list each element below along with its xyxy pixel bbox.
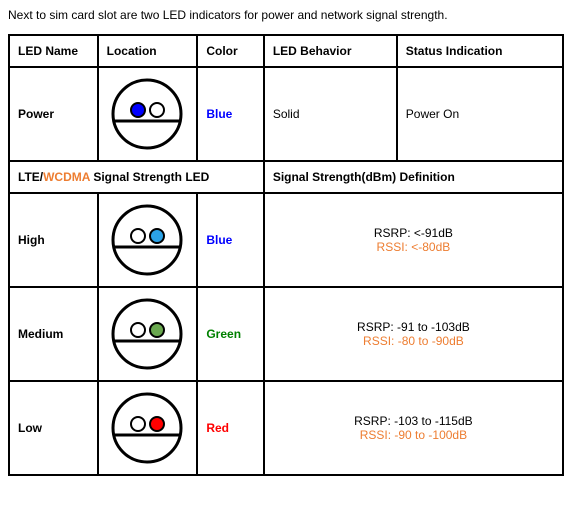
signal-location: [98, 193, 198, 287]
signal-name: Medium: [9, 287, 98, 381]
lte-text: LTE/: [18, 170, 43, 184]
led-icon: [109, 76, 185, 152]
rsrp-text: RSRP: -91 to -103dB: [273, 320, 554, 334]
rsrp-text: RSRP: <-91dB: [273, 226, 554, 240]
signal-color: Green: [197, 287, 263, 381]
power-status: Power On: [397, 67, 563, 161]
signal-location: [98, 381, 198, 475]
signal-color-text: Blue: [206, 233, 232, 247]
power-location: [98, 67, 198, 161]
section-rest: Signal Strength LED: [90, 170, 209, 184]
power-behavior: Solid: [264, 67, 397, 161]
signal-name: Low: [9, 381, 98, 475]
signal-color: Blue: [197, 193, 263, 287]
signal-name: High: [9, 193, 98, 287]
signal-definition: RSRP: -91 to -103dBRSSI: -80 to -90dB: [264, 287, 563, 381]
led-icon: [109, 390, 185, 466]
led-icon: [109, 296, 185, 372]
section-row: LTE/WCDMA Signal Strength LED Signal Str…: [9, 161, 563, 193]
signal-row: High Blue RSRP: <-91dBRSSI: <-80dB: [9, 193, 563, 287]
th-color: Color: [197, 35, 263, 67]
signal-color-text: Green: [206, 327, 241, 341]
th-led-name: LED Name: [9, 35, 98, 67]
signal-definition: RSRP: <-91dBRSSI: <-80dB: [264, 193, 563, 287]
rssi-text: RSSI: -90 to -100dB: [273, 428, 554, 442]
led-icon: [109, 202, 185, 278]
th-led-behavior: LED Behavior: [264, 35, 397, 67]
rssi-text: RSSI: <-80dB: [273, 240, 554, 254]
power-row: Power Blue Solid Power On: [9, 67, 563, 161]
power-name: Power: [9, 67, 98, 161]
signal-color: Red: [197, 381, 263, 475]
rssi-text: RSSI: -80 to -90dB: [273, 334, 554, 348]
signal-definition: RSRP: -103 to -115dBRSSI: -90 to -100dB: [264, 381, 563, 475]
table-header-row: LED Name Location Color LED Behavior Sta…: [9, 35, 563, 67]
signal-row: Low Red RSRP: -103 to -115dBRSSI: -90 to …: [9, 381, 563, 475]
intro-text: Next to sim card slot are two LED indica…: [8, 8, 564, 22]
wcdma-text: WCDMA: [43, 170, 90, 184]
rsrp-text: RSRP: -103 to -115dB: [273, 414, 554, 428]
section-right: Signal Strength(dBm) Definition: [264, 161, 563, 193]
power-color: Blue: [197, 67, 263, 161]
signal-color-text: Red: [206, 421, 229, 435]
signal-row: Medium Green RSRP: -91 to -103dBRSSI: -80…: [9, 287, 563, 381]
signal-location: [98, 287, 198, 381]
power-color-text: Blue: [206, 107, 232, 121]
th-status-indication: Status Indication: [397, 35, 563, 67]
section-left: LTE/WCDMA Signal Strength LED: [9, 161, 264, 193]
th-location: Location: [98, 35, 198, 67]
led-table: LED Name Location Color LED Behavior Sta…: [8, 34, 564, 476]
